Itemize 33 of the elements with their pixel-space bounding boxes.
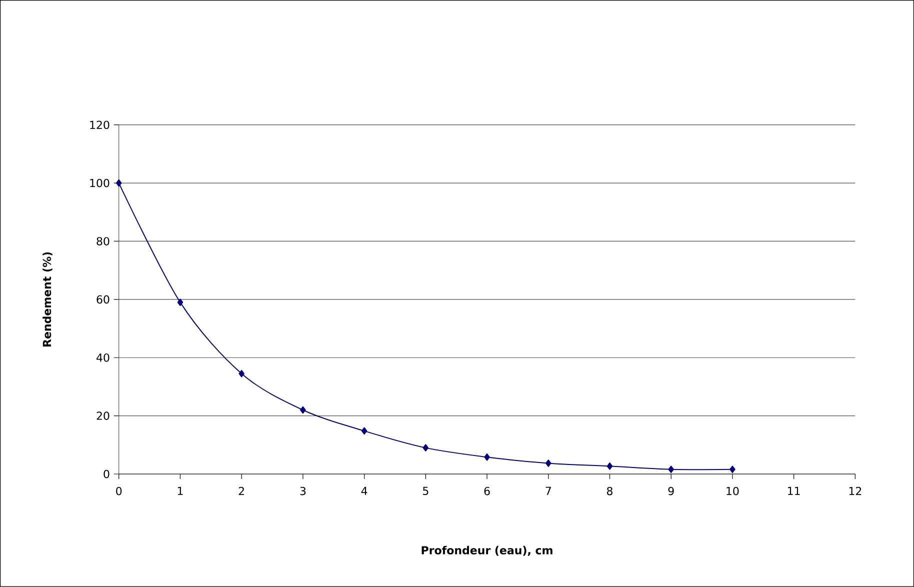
point (668, 466, 674, 474)
x-tick-label: 3 (300, 486, 306, 496)
y-tick-label: 0 (104, 470, 110, 478)
point (177, 298, 184, 306)
point (300, 406, 306, 414)
point (606, 462, 613, 470)
x-tick-label: 9 (668, 486, 674, 496)
y-tick-label: 20 (96, 412, 110, 420)
y-tick-label: 60 (96, 295, 110, 304)
y-tick-label: 40 (96, 354, 110, 362)
x-tick-label: 8 (606, 486, 612, 496)
point (545, 460, 552, 468)
point (730, 466, 736, 474)
y-tick-label: 80 (96, 237, 110, 246)
point (116, 179, 122, 187)
x-tick-label: 7 (546, 486, 551, 495)
y-tick-label: 100 (90, 178, 110, 188)
x-tick-label: 4 (361, 486, 368, 495)
x-tick-label: 12 (849, 486, 862, 496)
x-tick-label: 10 (726, 486, 739, 496)
x-tick-label: 5 (423, 486, 428, 496)
point (361, 427, 368, 435)
y-tick-label: 120 (90, 120, 110, 130)
x-tick-label: 0 (116, 486, 122, 496)
x-axis-title: Profondeur (eau), cm (422, 546, 552, 556)
x-tick-label: 6 (484, 486, 490, 496)
x-tick-label: 1 (178, 486, 183, 495)
x-tick-label: 11 (788, 486, 800, 495)
point (484, 454, 490, 461)
x-tick-label: 2 (238, 486, 244, 496)
y-axis-title: Rendement (%) (42, 252, 52, 347)
point (238, 370, 244, 378)
point (422, 444, 429, 452)
